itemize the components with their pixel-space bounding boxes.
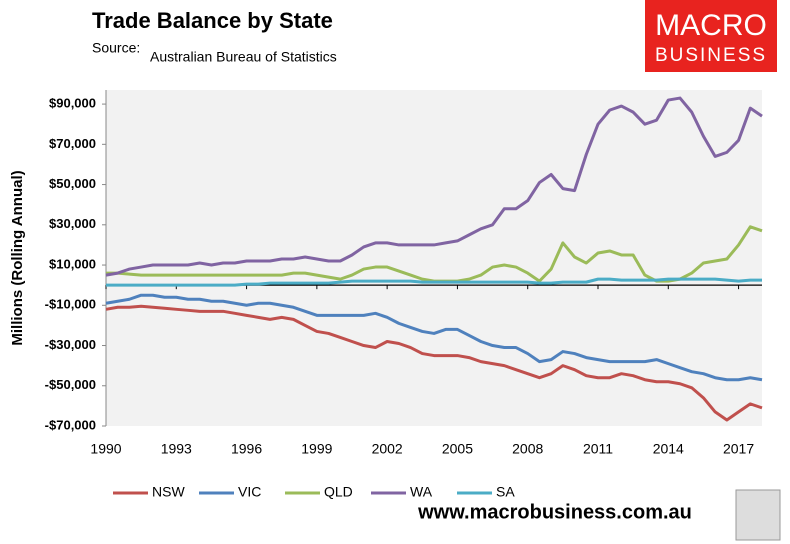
y-tick-label: $50,000: [49, 176, 96, 191]
y-tick-label: -$10,000: [45, 297, 96, 312]
series-line: [106, 277, 762, 287]
x-tick-label: 2002: [372, 441, 403, 457]
y-tick-label: -$30,000: [45, 337, 96, 352]
x-tick-label: 1993: [161, 441, 192, 457]
x-tick-label: 1990: [90, 441, 121, 457]
source: Australian Bureau of Statistics: [150, 49, 337, 65]
x-tick-label: 1996: [231, 441, 262, 457]
chart-title: Trade Balance by State: [92, 8, 333, 33]
y-tick-label: $70,000: [49, 136, 96, 151]
x-tick-label: 1999: [301, 441, 332, 457]
y-tick-label: $30,000: [49, 216, 96, 231]
series-line: [105, 293, 763, 382]
x-tick-label: 2011: [583, 441, 613, 457]
logo-text: BUSINESS: [655, 45, 767, 66]
plot: -$70,000 -$50,000 -$30,000 -$10,000 $10,000 $…: [45, 90, 763, 500]
y-tick-label: $90,000: [49, 96, 96, 111]
legend-label: NSW: [152, 484, 185, 500]
footer-url: www.macrobusiness.com.au: [417, 501, 692, 523]
legend-label: WA: [410, 484, 433, 500]
legend-label: QLD: [324, 484, 353, 500]
series-line: [105, 96, 763, 277]
plot-area: [106, 90, 762, 426]
legend-label: VIC: [238, 484, 261, 500]
x-tick-label: 2005: [442, 441, 473, 457]
x-tick-label: 2017: [723, 441, 754, 457]
y-axis-label: Millions (Rolling Annual): [9, 170, 26, 345]
logo-box: [645, 0, 777, 72]
legend-label: SA: [496, 484, 515, 500]
logo-text: MACRO: [655, 9, 767, 42]
y-tick-label: -$70,000: [45, 417, 96, 432]
series-line: [105, 304, 763, 422]
y-tick-label: -$50,000: [45, 377, 96, 392]
x-tick-label: 2008: [512, 441, 543, 457]
y-tick-label: $10,000: [49, 256, 96, 271]
x-tick-label: 2014: [653, 441, 684, 457]
wolf-logo: [735, 489, 781, 541]
source-label: Source:: [92, 40, 140, 56]
